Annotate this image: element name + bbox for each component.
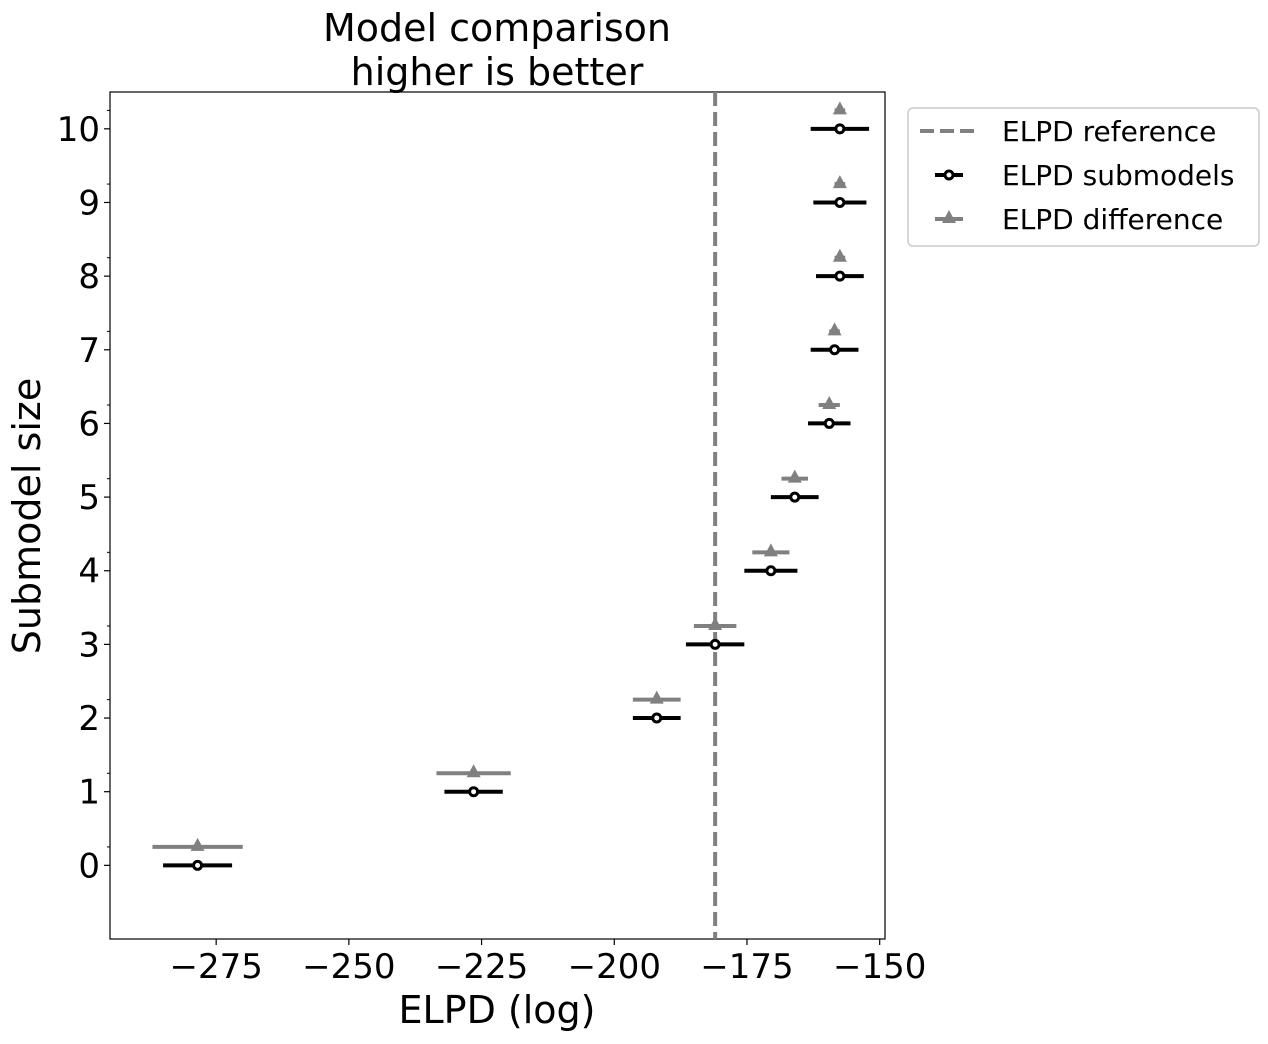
y-tick-label: 8 xyxy=(78,257,100,297)
submodel-point xyxy=(789,491,801,503)
x-tick-label: −150 xyxy=(833,947,926,987)
y-tick-label: 10 xyxy=(57,110,100,150)
y-axis-label: Submodel size xyxy=(5,378,49,654)
submodel-point xyxy=(834,270,846,282)
legend-frame xyxy=(907,107,1260,247)
submodel-point xyxy=(834,123,846,135)
y-tick-label: 1 xyxy=(78,773,100,813)
chart-title-line-2: higher is better xyxy=(351,50,644,94)
plot-layer: −275 −250 −225 −200 −175 −150 0 1 2 3 4 5 6 7 8 9 10 xyxy=(57,91,926,987)
y-tick-label: 4 xyxy=(78,552,100,592)
difference-point xyxy=(190,837,205,851)
difference-point xyxy=(787,469,802,483)
legend-difference-marker xyxy=(942,210,956,223)
submodel-point xyxy=(823,417,835,429)
submodel-point xyxy=(834,196,846,208)
submodel-point xyxy=(192,859,204,871)
legend-submodels-marker xyxy=(943,169,955,181)
difference-point xyxy=(466,764,481,778)
difference-point xyxy=(708,616,723,630)
submodel-point xyxy=(765,565,777,577)
difference-point xyxy=(822,396,837,410)
x-tick-label: −275 xyxy=(169,947,262,987)
legend: ELPD reference ELPD submodels ELPD diffe… xyxy=(907,107,1260,247)
chart-title-line-1: Model comparison xyxy=(323,6,671,50)
submodel-point xyxy=(468,786,480,798)
y-tick-label: 0 xyxy=(78,846,100,886)
y-tick-label: 7 xyxy=(78,331,100,371)
y-tick-label: 2 xyxy=(78,699,100,739)
x-tick-label: −250 xyxy=(302,947,395,987)
difference-point xyxy=(832,101,847,115)
submodel-point xyxy=(829,344,841,356)
difference-point xyxy=(649,690,664,704)
x-axis-label: ELPD (log) xyxy=(398,988,595,1032)
legend-label-difference: ELPD difference xyxy=(1002,203,1223,236)
plot-frame xyxy=(109,91,886,940)
submodel-point xyxy=(651,712,663,724)
difference-point xyxy=(832,248,847,262)
y-tick-label: 3 xyxy=(78,625,100,665)
difference-point xyxy=(763,543,778,557)
x-tick-label: −200 xyxy=(568,947,661,987)
y-tick-label: 5 xyxy=(78,478,100,518)
x-tick-label: −175 xyxy=(700,947,793,987)
x-tick-label: −225 xyxy=(435,947,528,987)
difference-point xyxy=(827,322,842,336)
difference-point xyxy=(832,175,847,189)
legend-label-submodels: ELPD submodels xyxy=(1002,159,1235,192)
y-tick-label: 9 xyxy=(78,183,100,223)
submodel-point xyxy=(709,638,721,650)
y-tick-label: 6 xyxy=(78,404,100,444)
legend-label-reference: ELPD reference xyxy=(1002,115,1216,148)
